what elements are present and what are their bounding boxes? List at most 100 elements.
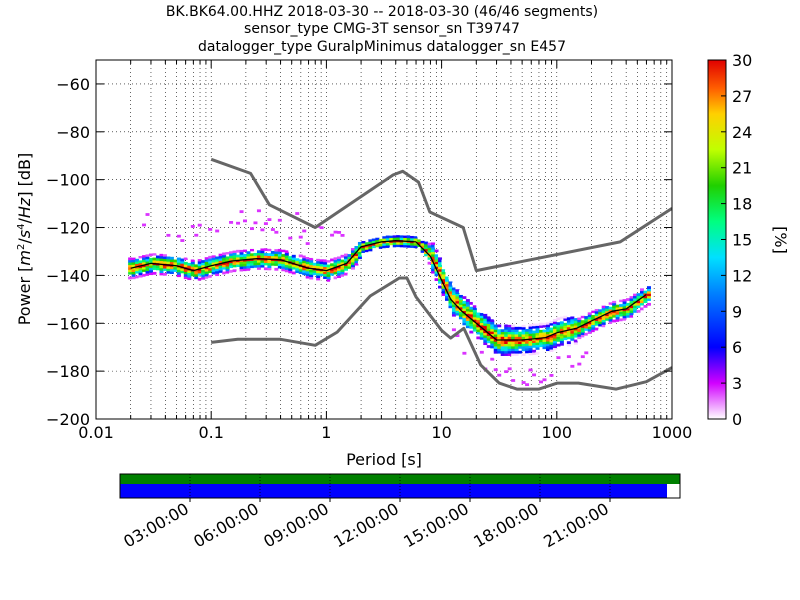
histogram-cell [149, 267, 153, 271]
histogram-cell [183, 254, 188, 258]
histogram-cell [385, 247, 390, 251]
histogram-cell [340, 269, 345, 272]
histogram-cell [361, 252, 366, 256]
histogram-cell [288, 256, 293, 259]
histogram-cell [539, 339, 543, 343]
histogram-cell [354, 248, 359, 252]
histogram-cell [462, 312, 467, 316]
histogram-cell [532, 352, 537, 355]
histogram-cell [309, 274, 314, 278]
histogram-cell [521, 353, 526, 356]
histogram-cell [587, 316, 592, 320]
time-tick-label: 15:00:00 [400, 499, 472, 551]
histogram-cell [239, 249, 244, 253]
histogram-cell [270, 260, 275, 264]
histogram-cell [396, 234, 401, 238]
histogram-cell [444, 293, 449, 297]
histogram-cell [249, 246, 254, 249]
histogram-cell [222, 266, 227, 270]
histogram-cell [277, 256, 282, 259]
histogram-cell [243, 263, 248, 267]
histogram-cell [441, 290, 446, 294]
histogram-cell [469, 325, 474, 329]
histogram-cell [326, 278, 331, 282]
histogram-cell [201, 274, 206, 278]
histogram-cell [493, 348, 498, 352]
histogram-cell [608, 306, 613, 310]
histogram-cell [385, 235, 390, 239]
histogram-cell [486, 349, 491, 353]
histogram-cell [451, 294, 456, 298]
histogram-cell [514, 355, 519, 359]
histogram-cell [243, 268, 248, 272]
histogram-cell [267, 265, 272, 268]
histogram-cell-outlier [176, 234, 181, 238]
histogram-cell [549, 344, 554, 348]
histogram-cell [382, 245, 387, 249]
histogram-cell [347, 273, 352, 277]
histogram-cell [215, 263, 220, 267]
histogram-cell [319, 258, 324, 262]
y-tick-label: −80 [56, 123, 90, 142]
histogram-cell [211, 254, 216, 258]
histogram-cell [434, 244, 439, 248]
histogram-cell [159, 274, 164, 278]
histogram-cell [149, 262, 153, 266]
histogram-cell [382, 243, 387, 246]
histogram-cell [368, 238, 373, 242]
histogram-cell [431, 256, 436, 260]
histogram-cell [633, 314, 638, 318]
histogram-cell [413, 233, 418, 237]
histogram-cell [176, 267, 181, 270]
histogram-cell [162, 256, 167, 259]
histogram-cell [612, 322, 617, 325]
histogram-cell-outlier [142, 223, 147, 227]
histogram-cell [260, 248, 265, 251]
histogram-cell-outlier [277, 218, 282, 222]
histogram-cell [511, 346, 516, 349]
histogram-cell [403, 244, 408, 248]
y-tick-label: −140 [46, 266, 90, 285]
histogram-cell [640, 307, 644, 311]
histogram-cell [197, 263, 202, 267]
y-tick-label: −60 [56, 75, 90, 94]
histogram-cell [455, 303, 460, 306]
histogram-cell [131, 271, 136, 275]
histogram-cell [521, 331, 526, 335]
histogram-cell [587, 321, 592, 325]
histogram-cell [357, 253, 362, 257]
histogram-cell [497, 324, 502, 328]
histogram-cell [563, 334, 568, 338]
histogram-cell [149, 265, 153, 268]
histogram-cell [629, 312, 634, 316]
histogram-cell [587, 331, 592, 334]
histogram-cell [155, 260, 160, 264]
histogram-cell [417, 239, 422, 243]
histogram-cell [187, 272, 192, 276]
histogram-cell [605, 301, 610, 305]
histogram-cell [344, 265, 348, 269]
histogram-cell [225, 273, 230, 276]
histogram-cell [145, 253, 150, 257]
histogram-cell [465, 315, 470, 319]
histogram-cell [476, 312, 481, 316]
histogram-cell [323, 261, 328, 265]
histogram-cell [392, 246, 397, 250]
histogram-cell [211, 269, 216, 273]
histogram-cell [490, 324, 495, 327]
colorbar-tick-label: 15 [732, 231, 752, 250]
histogram-cell [633, 293, 638, 297]
histogram-cell [284, 271, 289, 275]
histogram-cell [549, 349, 554, 352]
histogram-cell-outlier [577, 362, 582, 366]
histogram-cell [431, 265, 436, 269]
histogram-cell [194, 266, 199, 270]
histogram-cell [406, 244, 411, 248]
histogram-cell [472, 300, 477, 303]
histogram-cell [472, 304, 477, 308]
histogram-cell [622, 296, 627, 300]
histogram-cell [556, 334, 561, 337]
histogram-cell [246, 268, 251, 271]
histogram-cell [396, 237, 401, 240]
histogram-cell [312, 272, 317, 276]
